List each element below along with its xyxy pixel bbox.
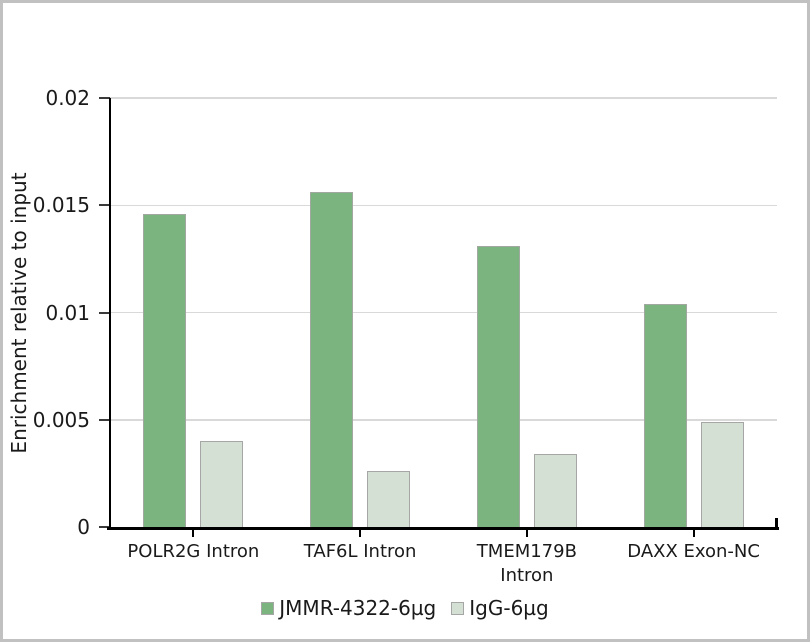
x-category-label-2: TMEM179B Intron — [476, 541, 577, 586]
gridline-0.01 — [110, 311, 777, 314]
bar-JMMR-4322-6µg-1 — [310, 192, 354, 527]
y-tick-mark-0.01 — [99, 311, 110, 314]
y-tick-label-0.005: 0.005 — [32, 407, 90, 432]
y-tick-mark-0.005 — [99, 418, 110, 421]
x-category-label-3: DAXX Exon-NC — [627, 541, 760, 562]
x-category-label-1: TAF6L Intron — [303, 541, 417, 562]
bar-JMMR-4322-6µg-0 — [143, 213, 187, 527]
x-tick-mark-1 — [359, 527, 362, 537]
x-tick-mark-2 — [525, 527, 528, 537]
y-axis-line — [109, 98, 111, 528]
y-tick-label-0.02: 0.02 — [45, 86, 90, 110]
y-tick-mark-0 — [99, 526, 110, 528]
legend-swatch-icon — [451, 601, 465, 615]
plot-area — [3, 3, 807, 639]
y-tick-label-0: 0 — [77, 515, 90, 539]
bar-IgG-6µg-1 — [367, 471, 411, 527]
gridline-0.015 — [110, 204, 777, 206]
x-axis-line — [107, 527, 779, 530]
bar-IgG-6µg-0 — [200, 441, 244, 527]
legend-item-IgG-6µg: IgG-6µg — [451, 596, 549, 620]
x-category-label-0: POLR2G Intron — [127, 541, 260, 562]
legend-label: JMMR-4322-6µg — [279, 596, 437, 620]
bar-IgG-6µg-3 — [700, 421, 744, 527]
bar-JMMR-4322-6µg-2 — [476, 246, 520, 527]
y-tick-mark-0.015 — [99, 204, 110, 207]
gridline-0.005 — [110, 419, 777, 421]
y-tick-label-0.015: 0.015 — [32, 193, 90, 218]
bar-JMMR-4322-6µg-3 — [643, 303, 687, 527]
gridline-0.02 — [110, 97, 777, 99]
bar-IgG-6µg-2 — [533, 454, 577, 527]
legend: JMMR-4322-6µg IgG-6µg — [3, 596, 807, 620]
y-tick-label-0.01: 0.01 — [45, 300, 90, 325]
x-tick-mark-0 — [192, 527, 195, 537]
x-axis-labels: POLR2G Intron TAF6L Intron TMEM179B Intron… — [3, 3, 807, 639]
legend-label: IgG-6µg — [469, 596, 549, 620]
legend-swatch-icon — [261, 601, 275, 615]
x-tick-mark-3 — [692, 527, 695, 537]
x-axis-end-tick — [775, 518, 778, 528]
legend-item-JMMR-4322-6µg: JMMR-4322-6µg — [261, 596, 436, 620]
y-tick-mark-0.02 — [99, 97, 110, 99]
y-axis-labels: 0 0.005 0.01 0.015 0.02 — [3, 3, 807, 639]
